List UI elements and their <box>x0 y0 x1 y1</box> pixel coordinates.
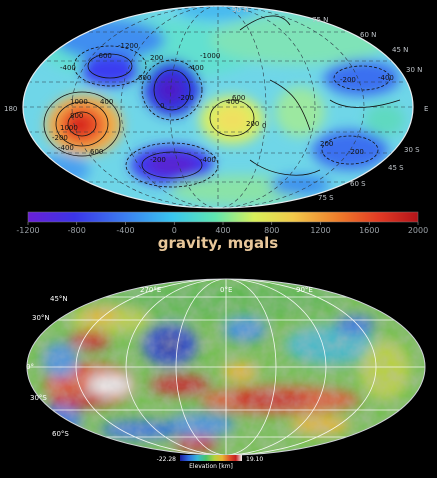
contour-label: 400 <box>100 98 113 106</box>
lon-label-270: 270°E <box>140 286 161 294</box>
right-edge-label: E <box>424 105 428 113</box>
latitude-label: 90 N <box>232 6 248 14</box>
colorbar-tick-label: -1200 <box>16 226 39 235</box>
colorbar-tick-label: -800 <box>68 226 86 235</box>
contour-label: 200 <box>150 54 163 62</box>
lat-label-0: 0° <box>26 363 34 371</box>
contour-label: -200 <box>340 76 356 84</box>
contour-label: -200 <box>52 134 68 142</box>
contour-label: 0 <box>160 102 164 110</box>
contour-label: -600 <box>96 52 112 60</box>
lat-label-45n: 45°N <box>50 295 68 303</box>
latitude-label: 45 N <box>392 46 408 54</box>
contour-label: -400 <box>60 64 76 72</box>
contour-label: 800 <box>70 112 83 120</box>
contour-label: 1000 <box>70 98 88 106</box>
elevation-max-label: 19.10 <box>246 456 263 463</box>
lon-label-0: 0°E <box>220 286 232 294</box>
lat-label-30s: 30°S <box>30 394 47 402</box>
contour-label: -200 <box>348 148 364 156</box>
latitude-label: 45 S <box>388 164 404 172</box>
contour-label: 600 <box>90 148 103 156</box>
contour-label: 200 <box>320 140 333 148</box>
contour-label: -1200 <box>118 42 138 50</box>
contour-label: 0 <box>262 122 266 130</box>
elevation-colorbar-title: Elevation [km] <box>189 463 233 470</box>
colorbar-tick-label: 0 <box>172 226 177 235</box>
map-outline <box>22 5 414 209</box>
latitude-label: 60 N <box>360 31 376 39</box>
contour-label: -400 <box>378 74 394 82</box>
gravity-latitude-labels: 90 N 75 N 60 N 45 N 30 N 30 S 45 S 60 S 75 S <box>232 6 422 202</box>
elevation-min-label: -22.28 <box>157 456 177 463</box>
latitude-label: 30 S <box>404 146 420 154</box>
gravity-colorbar: -1200 -800 -400 0 400 800 1200 1600 2000 <box>16 211 428 235</box>
contour-label: 200 <box>246 120 259 128</box>
gravity-map: -400 -600 -1200 200 600 0 -200 -400 -1000 1000 800… <box>4 5 428 209</box>
colorbar-tick-label: 1600 <box>359 226 379 235</box>
lon-label-90: 90°E <box>296 286 313 294</box>
gravity-title: gravity, mgals <box>158 234 279 252</box>
elevation-map: 270°E 0°E 90°E 45°N 30°N 0° 30°S 60°S <box>26 278 426 456</box>
contour-label: 600 <box>232 94 245 102</box>
latitude-label: 75 N <box>312 16 328 24</box>
latitude-label: 75 S <box>318 194 334 202</box>
elevation-colorbar: -22.28 19.10 Elevation [km] <box>157 455 263 470</box>
colorbar-tick-label: 1200 <box>310 226 330 235</box>
contour-label: -1000 <box>200 52 220 60</box>
contour-label: 1000 <box>60 124 78 132</box>
latitude-label: 30 N <box>406 66 422 74</box>
colorbar-tick-label: 400 <box>215 226 230 235</box>
contour-label: -400 <box>58 144 74 152</box>
contour-label: -400 <box>200 156 216 164</box>
lat-label-30n: 30°N <box>32 314 50 322</box>
contour-label: 400 <box>226 98 239 106</box>
lat-label-60s: 60°S <box>52 430 69 438</box>
colorbar-tick-label: -400 <box>116 226 134 235</box>
contour-label: -200 <box>178 94 194 102</box>
contour-labels: -400 -600 -1200 200 600 0 -200 -400 -1000 1000 800… <box>52 42 394 164</box>
contour-label: 600 <box>138 74 151 82</box>
contour-label: -400 <box>188 64 204 72</box>
latitude-label: 60 S <box>350 180 366 188</box>
left-edge-label: 180 <box>4 105 17 113</box>
colorbar-tick-label: 2000 <box>408 226 428 235</box>
colorbar-tick-label: 800 <box>264 226 279 235</box>
contour-label: -200 <box>150 156 166 164</box>
